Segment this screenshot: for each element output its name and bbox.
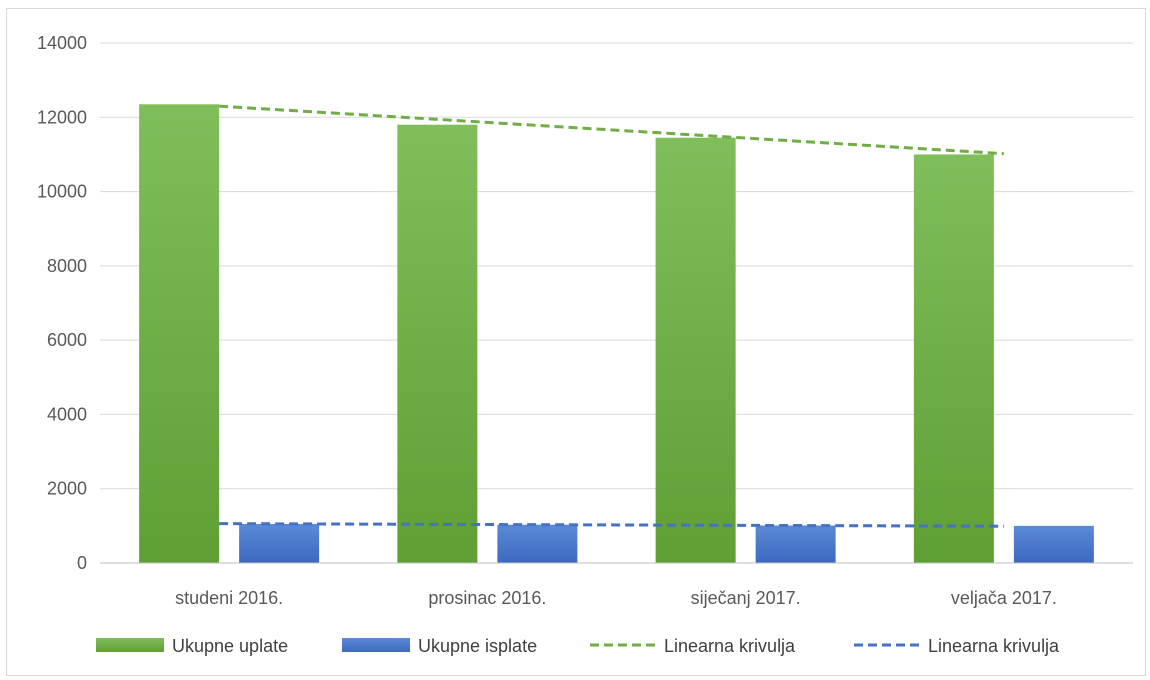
bar-isplate [756,525,836,563]
y-tick-label: 14000 [37,33,87,53]
bar-isplate [497,525,577,563]
legend-item-trend-isplate-label: Linearna krivulja [928,636,1060,656]
bar-isplate [239,524,319,563]
bars [139,104,1094,563]
y-tick-label: 6000 [47,330,87,350]
x-tick-label: prosinac 2016. [428,588,546,608]
bar-uplate [656,138,736,563]
y-axis: 0 2000 4000 6000 8000 10000 12000 14000 [37,33,87,573]
bar-uplate [397,125,477,563]
bar-uplate [139,104,219,563]
legend-item-uplate-label: Ukupne uplate [172,636,288,656]
trendline-uplate [219,106,1004,154]
y-tick-label: 12000 [37,107,87,127]
legend-item-trend-uplate-label: Linearna krivulja [664,636,796,656]
x-tick-label: veljača 2017. [951,588,1057,608]
bar-uplate [914,154,994,563]
bar-isplate [1014,526,1094,563]
legend-item-isplate-swatch [342,638,410,652]
x-tick-label: studeni 2016. [175,588,283,608]
y-tick-label: 10000 [37,182,87,202]
y-tick-label: 0 [77,553,87,573]
y-tick-label: 8000 [47,256,87,276]
y-tick-label: 4000 [47,404,87,424]
y-tick-label: 2000 [47,479,87,499]
x-axis: studeni 2016. prosinac 2016. siječanj 2017… [100,563,1133,608]
legend-item-uplate-swatch [96,638,164,652]
legend-item-isplate-label: Ukupne isplate [418,636,537,656]
trendlines [219,106,1004,526]
trendline-isplate [219,524,1004,527]
x-tick-label: siječanj 2017. [691,588,801,608]
legend: Ukupne uplate Ukupne isplate Linearna kriv… [96,636,1060,656]
